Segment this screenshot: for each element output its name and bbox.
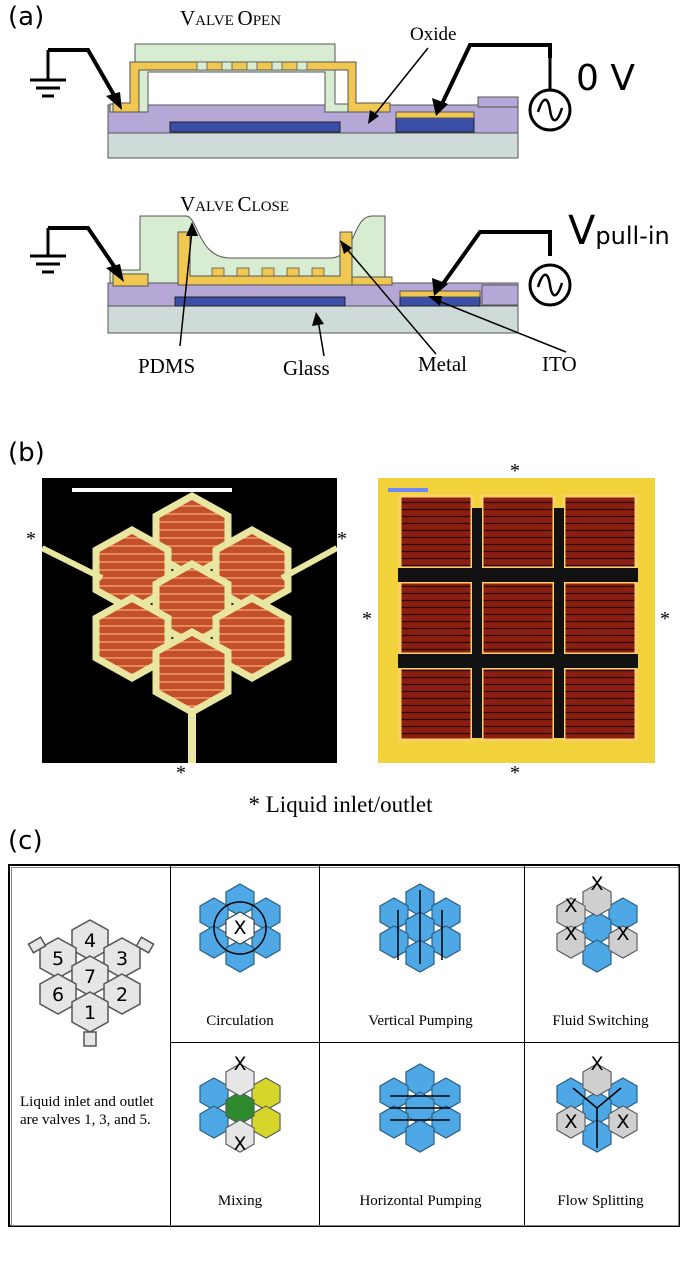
mode-caption-vertical-pumping: Vertical Pumping (368, 1013, 473, 1029)
sq-marker-bottom: * (510, 762, 520, 784)
closed-mark: X (233, 1053, 246, 1075)
key-number-5: 5 (52, 948, 64, 970)
key-number-1: 1 (84, 1002, 96, 1024)
mode-caption-horizontal-pumping: Horizontal Pumping (359, 1193, 482, 1209)
ito-label: ITO (542, 352, 577, 376)
open-voltage-label: 0 V (576, 58, 635, 99)
mode-diagrams: X X X X X X X X X X (199, 873, 638, 1155)
key-number-6: 6 (52, 984, 64, 1006)
mode-caption-mixing: Mixing (217, 1193, 263, 1209)
mode-caption-circulation: Circulation (206, 1013, 274, 1029)
metal-label: Metal (418, 352, 467, 376)
key-number-7: 7 (84, 966, 96, 988)
closed-mark: X (616, 923, 629, 945)
mode-caption-fluid-switching: Fluid Switching (552, 1013, 649, 1029)
inlet-outlet-legend: * Liquid inlet/outlet (248, 792, 433, 817)
key-number-3: 3 (116, 948, 128, 970)
glass-label: Glass (283, 356, 330, 380)
mode-caption-flow-splitting: Flow Splitting (557, 1193, 644, 1209)
closed-mark: X (564, 1111, 577, 1133)
oxide-label: Oxide (410, 24, 457, 45)
pull-in-voltage-label: Vpull-in (568, 208, 670, 254)
key-note: Liquid inlet and outlet are valves 1, 3,… (20, 1094, 154, 1128)
square-device-photo (378, 478, 655, 763)
mode-table (8, 864, 680, 1227)
closed-mark: X (564, 923, 577, 945)
pdms-label: PDMS (138, 354, 196, 378)
sq-marker-top: * (510, 460, 520, 482)
sq-marker-right: * (660, 608, 670, 630)
panel-a-label: (a) (8, 2, 45, 32)
closed-mark: X (233, 917, 246, 939)
inlet-marker-bottom: * (176, 762, 186, 784)
key-number-2: 2 (116, 984, 128, 1006)
closed-mark: X (233, 1133, 246, 1155)
sq-marker-left: * (362, 608, 372, 630)
closed-mark: X (564, 895, 577, 917)
closed-mark: X (590, 1053, 603, 1075)
panel-b-label: (b) (8, 438, 45, 468)
valve-open-title: VALVE OPEN (180, 6, 282, 30)
closed-mark: X (616, 1111, 629, 1133)
valve-cross-section-diagram (30, 43, 572, 357)
inlet-marker-right: * (337, 528, 347, 550)
valve-close-title: VALVE CLOSE (180, 192, 290, 216)
key-number-4: 4 (84, 930, 96, 952)
closed-mark: X (590, 873, 603, 895)
hexagonal-device-photo (42, 478, 337, 763)
panel-c-label: (c) (8, 826, 43, 856)
valve-numbering-key: 4 5 3 7 6 2 1 (27, 919, 155, 1047)
inlet-marker-left: * (26, 528, 36, 550)
